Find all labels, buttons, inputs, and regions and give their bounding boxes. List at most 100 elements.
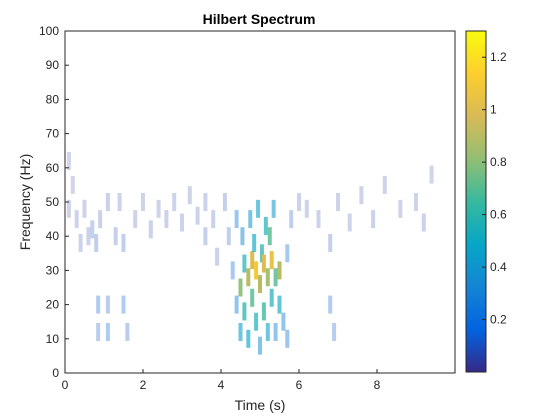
spectrum-point bbox=[259, 244, 264, 263]
spectrum-point bbox=[121, 234, 126, 253]
spectrum-point bbox=[273, 322, 278, 341]
spectrum-point bbox=[187, 186, 192, 205]
colorbar-tick-label: 0.2 bbox=[490, 313, 507, 327]
spectrum-point bbox=[285, 329, 290, 348]
colorbar-tick-label: 1.2 bbox=[490, 50, 507, 64]
y-tick-label: 10 bbox=[46, 332, 60, 346]
y-tick-label: 80 bbox=[46, 92, 60, 106]
y-tick-label: 50 bbox=[46, 195, 60, 209]
spectrum-point bbox=[398, 199, 403, 218]
spectrum-point bbox=[70, 175, 75, 194]
y-tick-label: 20 bbox=[46, 298, 60, 312]
colorbar-tick-label: 0.4 bbox=[490, 260, 507, 274]
spectrum-point bbox=[271, 199, 276, 218]
spectrum-point bbox=[117, 193, 122, 211]
spectrum-point bbox=[203, 193, 208, 211]
colorbar-tick-label: 0.8 bbox=[490, 155, 507, 169]
spectrum-point bbox=[254, 261, 259, 280]
spectrum-point bbox=[261, 254, 266, 273]
spectrum-point bbox=[121, 295, 126, 314]
spectrum-point bbox=[332, 322, 337, 341]
spectrum-point bbox=[371, 210, 376, 229]
spectrum-point bbox=[195, 206, 200, 225]
spectrum-point bbox=[265, 322, 270, 341]
spectrum-point bbox=[347, 213, 352, 232]
y-axis-label: Frequency (Hz) bbox=[17, 154, 33, 250]
spectrum-point bbox=[74, 210, 79, 229]
spectrum-point bbox=[98, 210, 103, 229]
spectrum-point bbox=[90, 220, 95, 239]
colorbar-tick-label: 1 bbox=[490, 103, 497, 117]
colorbar bbox=[465, 30, 487, 373]
colorbar-axis: 0.2 0.4 0.6 0.8 1 1.2 bbox=[482, 50, 507, 327]
spectrum-point bbox=[336, 193, 340, 211]
spectrum-point bbox=[254, 312, 259, 331]
spectrum-point bbox=[94, 234, 99, 253]
x-tick-label: 4 bbox=[218, 378, 225, 392]
x-tick-label: 8 bbox=[374, 378, 381, 392]
spectrum-point bbox=[258, 275, 262, 294]
spectrum-point bbox=[269, 251, 274, 270]
spectrum-point bbox=[258, 336, 262, 355]
spectrum-point bbox=[269, 288, 274, 307]
spectrum-point bbox=[180, 213, 184, 232]
x-tick-label: 0 bbox=[62, 378, 69, 392]
spectrum-point bbox=[382, 175, 387, 194]
spectrum-point bbox=[277, 261, 282, 280]
spectrum-point bbox=[316, 210, 321, 229]
spectrum-point bbox=[261, 302, 266, 321]
spectrum-point bbox=[230, 261, 235, 280]
spectrum-point bbox=[211, 210, 216, 229]
spectrum-point bbox=[82, 199, 87, 218]
spectrum-point bbox=[125, 322, 130, 341]
spectrum-point bbox=[238, 322, 243, 341]
spectrum-point bbox=[86, 227, 91, 246]
spectrum-point bbox=[240, 227, 245, 246]
spectrum-point bbox=[246, 268, 251, 287]
y-tick-label: 40 bbox=[46, 229, 60, 243]
spectrum-point bbox=[250, 288, 255, 307]
y-tick-label: 0 bbox=[52, 366, 59, 380]
spectrum-point bbox=[246, 329, 251, 348]
spectrum-point bbox=[242, 302, 247, 321]
spectrum-point bbox=[105, 322, 110, 341]
spectrum-point bbox=[429, 165, 434, 184]
spectrum-point bbox=[263, 216, 268, 235]
spectrum-point bbox=[215, 247, 220, 266]
spectrum-point bbox=[105, 193, 110, 211]
y-axis: 0 10 20 30 40 50 60 70 80 90 100 bbox=[39, 24, 69, 380]
spectrum-point bbox=[265, 268, 270, 287]
spectrum-point bbox=[96, 295, 101, 314]
spectrum-point bbox=[234, 210, 239, 229]
spectrum-point bbox=[328, 234, 333, 253]
spectrum-point bbox=[421, 213, 426, 232]
spectrum-point bbox=[66, 199, 71, 218]
spectrum-point bbox=[414, 193, 418, 211]
spectrum-point bbox=[256, 199, 261, 218]
spectrum-point bbox=[297, 193, 301, 211]
spectrum-point bbox=[141, 193, 145, 211]
x-tick-label: 6 bbox=[296, 378, 303, 392]
spectrum-point bbox=[234, 295, 239, 314]
y-tick-label: 90 bbox=[46, 58, 60, 72]
spectrum-point bbox=[113, 227, 118, 246]
spectrum-point bbox=[304, 199, 309, 218]
spectrum-point bbox=[156, 199, 161, 218]
spectrum-point bbox=[273, 268, 278, 287]
spectrum-point bbox=[226, 227, 231, 246]
y-tick-label: 100 bbox=[39, 24, 59, 38]
spectrum-point bbox=[359, 186, 364, 205]
spectrum-point bbox=[248, 210, 253, 229]
spectrum-point bbox=[96, 322, 101, 341]
spectrum-point bbox=[164, 210, 169, 229]
spectrum-point bbox=[105, 295, 110, 314]
spectrum-point bbox=[289, 210, 294, 229]
spectrum-point bbox=[267, 227, 272, 246]
spectrum-point bbox=[238, 278, 243, 297]
spectrum-point bbox=[250, 251, 255, 270]
spectrum-point bbox=[66, 151, 71, 170]
spectrum-point bbox=[252, 234, 257, 253]
y-tick-label: 70 bbox=[46, 127, 60, 141]
spectrum-point bbox=[285, 244, 290, 263]
